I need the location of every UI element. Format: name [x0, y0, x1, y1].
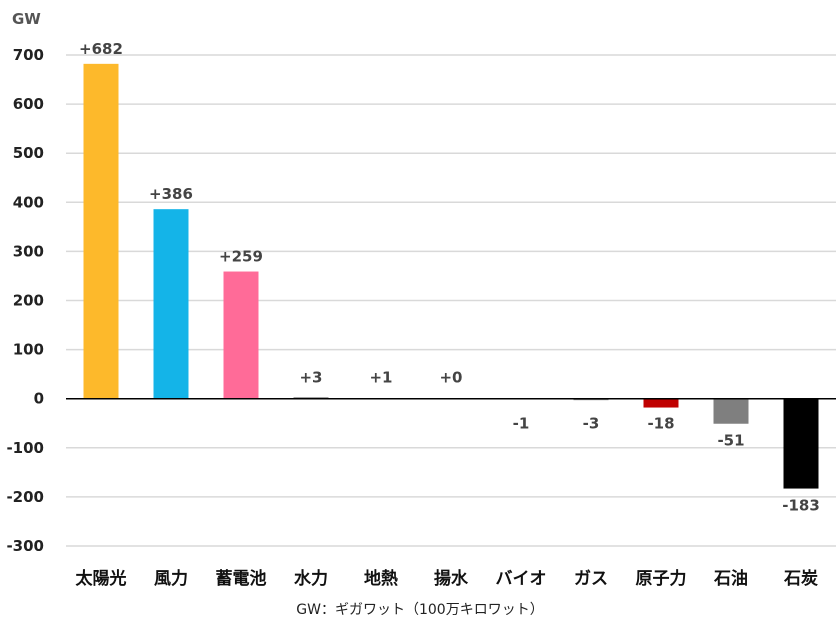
y-tick-label: 100: [13, 341, 44, 359]
y-tick-label: 500: [13, 144, 44, 162]
bar: [223, 271, 259, 399]
bar: [83, 63, 119, 399]
category-label: 揚水: [434, 568, 469, 589]
data-label: +3: [299, 369, 322, 387]
data-label: +259: [219, 248, 263, 266]
data-label: +0: [439, 369, 462, 387]
data-label: -3: [583, 415, 600, 433]
category-label: 水力: [294, 568, 328, 589]
footnote: GW：ギガワット（100万キロワット）: [296, 602, 543, 618]
data-label: +1: [369, 369, 392, 387]
data-labels: +682 +386 +259 +3 +1 +0 -1 -3 -18 -51 -183: [79, 40, 820, 515]
category-label: 地熱: [364, 568, 398, 589]
category-label: ガス: [574, 569, 608, 589]
category-label: 石油: [713, 568, 748, 589]
bar: [643, 398, 679, 408]
gridlines: [66, 54, 836, 547]
y-tick-label: 200: [13, 292, 44, 310]
y-tick-label: -300: [6, 537, 44, 555]
data-label: +682: [79, 40, 123, 58]
y-tick-label: 600: [13, 95, 44, 113]
data-label: -183: [782, 497, 820, 515]
data-label: -51: [717, 432, 744, 450]
y-axis-unit-label: GW: [12, 10, 41, 28]
y-tick-label: 300: [13, 242, 44, 260]
category-labels: 太陽光 風力 蓄電池 水力 地熱 揚水 バイオ ガス 原子力 石油 石炭: [76, 568, 819, 589]
y-tick-label: -200: [6, 488, 44, 506]
y-tick-label: -100: [6, 439, 44, 457]
category-label: バイオ: [496, 569, 547, 589]
bar: [153, 209, 189, 399]
bar: [783, 398, 819, 489]
y-tick-label: 400: [13, 193, 44, 211]
category-label: 風力: [154, 568, 188, 589]
category-label: 原子力: [636, 568, 687, 589]
bar: [713, 398, 749, 424]
data-label: -1: [513, 415, 530, 433]
y-axis-ticks: 700 600 500 400 300 200 100 0 -100 -200 -300: [6, 46, 44, 555]
category-label: 蓄電池: [216, 568, 267, 589]
y-tick-label: 0: [34, 390, 44, 408]
data-label: +386: [149, 185, 193, 203]
category-label: 石炭: [783, 568, 818, 589]
y-tick-label: 700: [13, 46, 44, 64]
category-label: 太陽光: [76, 568, 127, 589]
data-label: -18: [647, 415, 674, 433]
bars: [83, 63, 819, 489]
